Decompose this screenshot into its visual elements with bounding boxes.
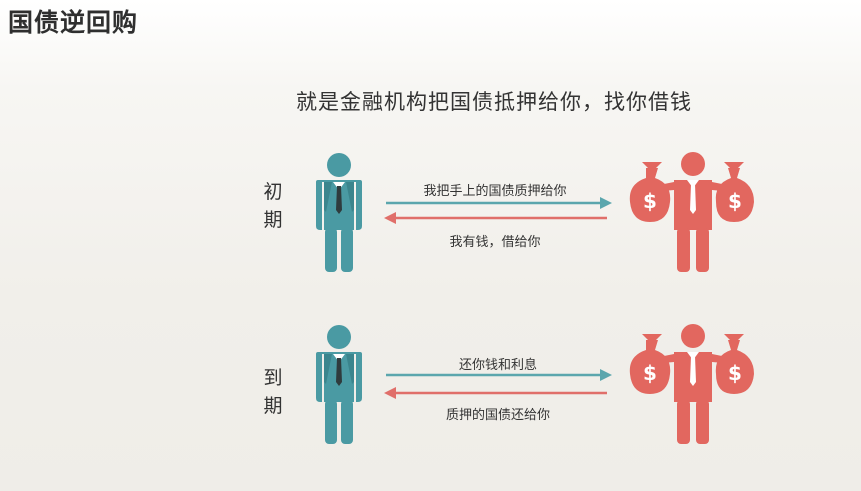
dollar-symbol: $ <box>643 361 657 385</box>
phase-label-char: 期 <box>263 209 283 231</box>
arrow-right <box>386 369 612 381</box>
dollar-symbol: $ <box>643 189 657 213</box>
phase-label-initial: 初 期 <box>261 178 285 234</box>
arrow-label-left: 质押的国债还给你 <box>445 408 550 423</box>
dollar-symbol: $ <box>728 189 742 213</box>
phase-label-char: 初 <box>263 181 283 203</box>
phase-label-maturity: 到 期 <box>261 364 285 420</box>
subtitle: 就是金融机构把国债抵押给你，找你借钱 <box>296 90 692 114</box>
arrow-left <box>384 212 607 224</box>
businessman-icon <box>316 153 362 272</box>
banker-with-money-bags-icon: $ $ <box>629 152 754 272</box>
businessman-icon <box>316 325 362 444</box>
page-title: 国债逆回购 <box>8 8 139 37</box>
arrow-label-right: 还你钱和利息 <box>458 358 537 373</box>
arrow-label-right: 我把手上的国债质押给你 <box>423 184 567 199</box>
phase-label-char: 到 <box>263 367 283 389</box>
dollar-symbol: $ <box>728 361 742 385</box>
phase-label-char: 期 <box>263 395 283 417</box>
arrow-right <box>386 197 612 209</box>
arrow-label-left: 我有钱，借给你 <box>449 235 541 250</box>
banker-with-money-bags-icon: $ $ <box>629 324 754 444</box>
arrow-left <box>384 387 607 399</box>
